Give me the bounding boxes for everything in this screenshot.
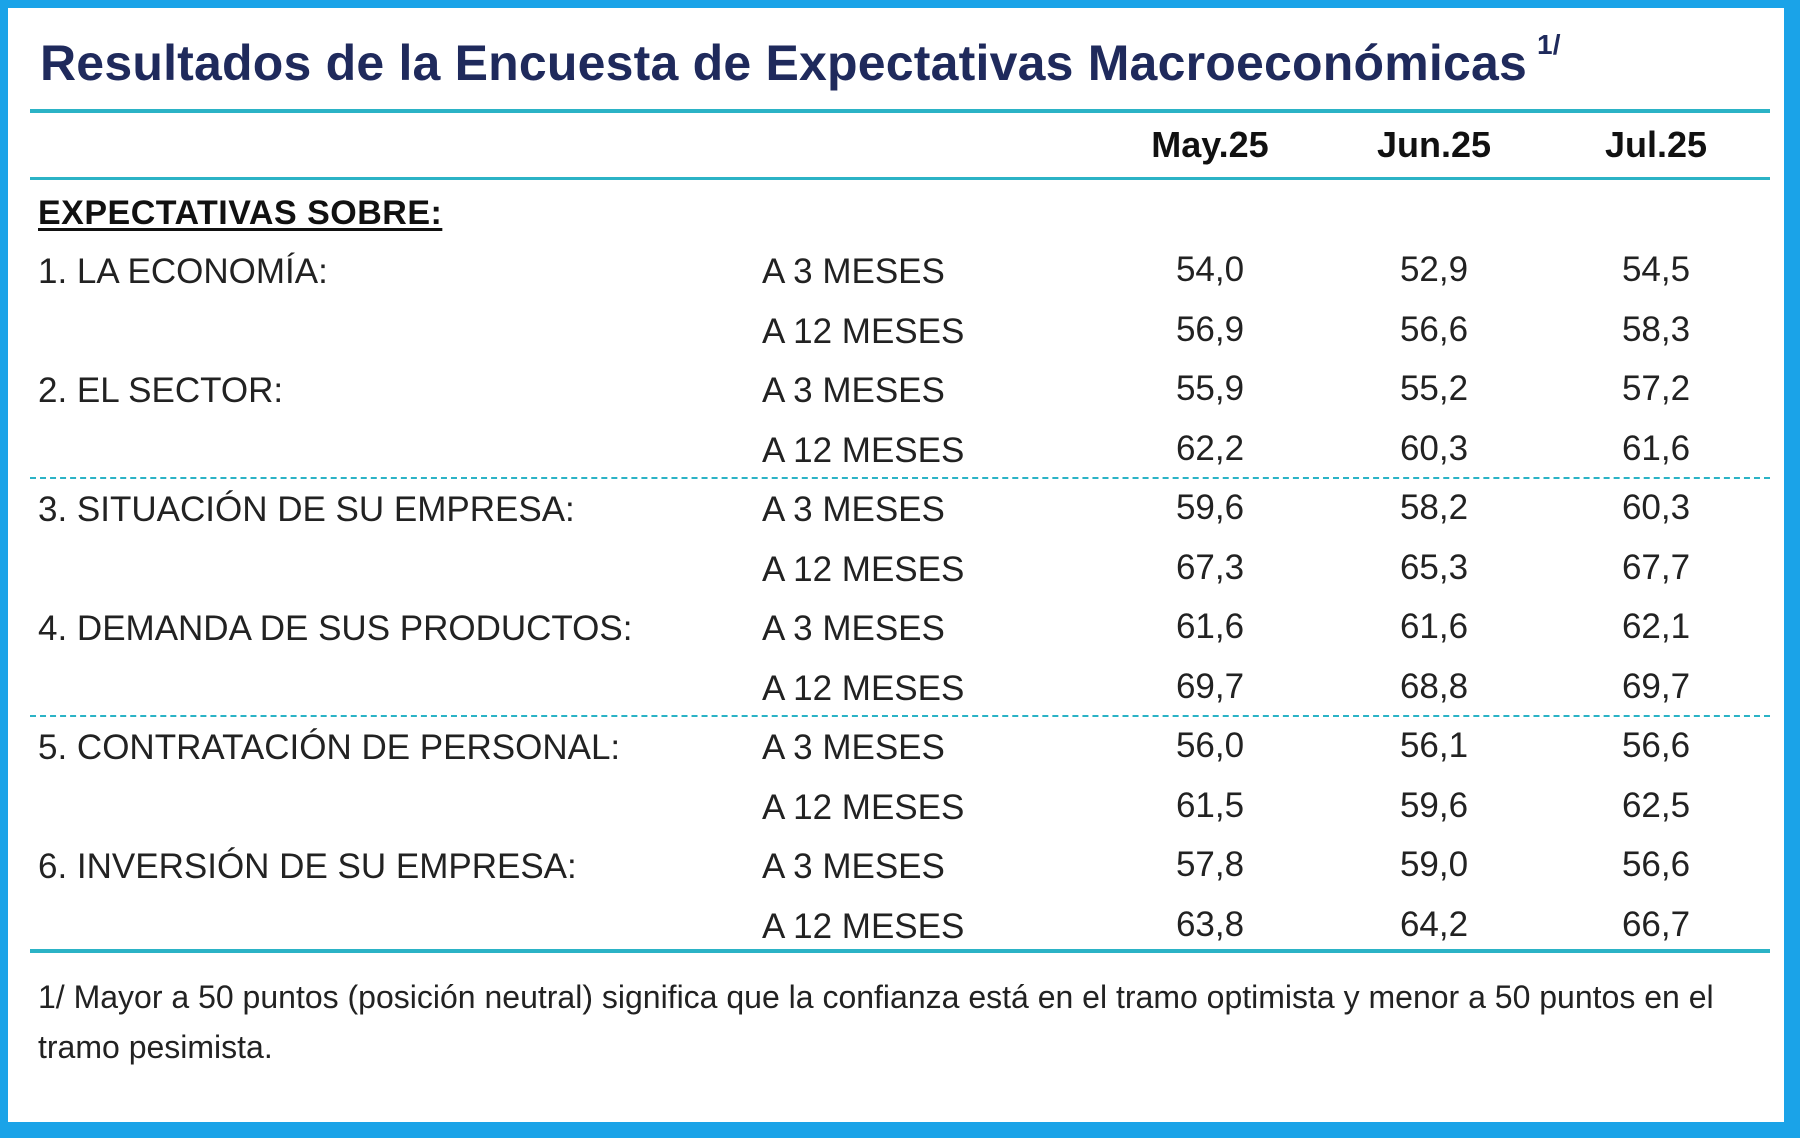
value-cell: 57,8 <box>1175 845 1245 884</box>
section-label: EXPECTATIVAS SOBRE: <box>38 194 443 232</box>
row-horizon: A 3 MESES <box>762 371 945 410</box>
row-horizon: A 12 MESES <box>762 550 965 589</box>
footnote: 1/ Mayor a 50 puntos (posición neutral) … <box>38 979 1714 1065</box>
title-footnote-marker: 1/ <box>1537 29 1561 61</box>
row-horizon: A 3 MESES <box>762 728 945 767</box>
value-cell: 59,0 <box>1399 845 1469 884</box>
value-cell: 54,0 <box>1175 250 1245 289</box>
value-cell: 55,2 <box>1399 369 1469 408</box>
row-horizon: A 3 MESES <box>762 252 945 291</box>
value-cell: 63,8 <box>1175 905 1245 944</box>
value-cell: 54,5 <box>1621 250 1691 289</box>
value-cell: 64,2 <box>1399 905 1469 944</box>
value-cell: 56,1 <box>1399 726 1469 765</box>
value-cell: 56,9 <box>1175 310 1245 349</box>
value-cell: 61,5 <box>1175 786 1245 825</box>
value-cell: 52,9 <box>1399 250 1469 289</box>
table-frame: Resultados de la Encuesta de Expectativa… <box>8 8 1784 1122</box>
top-rule <box>30 109 1770 113</box>
value-cell: 57,2 <box>1621 369 1691 408</box>
column-header-jun: Jun.25 <box>1376 124 1492 165</box>
value-cell: 58,3 <box>1621 310 1691 349</box>
row-horizon: A 12 MESES <box>762 907 965 946</box>
row-category: 5. CONTRATACIÓN DE PERSONAL: <box>38 728 621 767</box>
value-cell: 62,2 <box>1175 429 1245 468</box>
group-divider-2 <box>30 715 1770 717</box>
value-cell: 56,6 <box>1399 310 1469 349</box>
value-cell: 60,3 <box>1621 488 1691 527</box>
value-cell: 61,6 <box>1175 607 1245 646</box>
value-cell: 60,3 <box>1399 429 1469 468</box>
row-horizon: A 3 MESES <box>762 490 945 529</box>
column-header-may: May.25 <box>1151 124 1269 165</box>
value-cell: 62,1 <box>1621 607 1691 646</box>
value-cell: 69,7 <box>1621 667 1691 706</box>
value-cell: 62,5 <box>1621 786 1691 825</box>
value-cell: 61,6 <box>1621 429 1691 468</box>
value-cell: 68,8 <box>1399 667 1469 706</box>
column-header-jul: Jul.25 <box>1604 124 1708 165</box>
value-cell: 66,7 <box>1621 905 1691 944</box>
title-text: Resultados de la Encuesta de Expectativa… <box>40 35 1527 91</box>
value-cell: 67,7 <box>1621 548 1691 587</box>
row-category: 2. EL SECTOR: <box>38 371 284 410</box>
row-horizon: A 12 MESES <box>762 431 965 470</box>
value-cell: 58,2 <box>1399 488 1469 527</box>
value-cell: 69,7 <box>1175 667 1245 706</box>
value-cell: 65,3 <box>1399 548 1469 587</box>
value-cell: 55,9 <box>1175 369 1245 408</box>
value-cell: 61,6 <box>1399 607 1469 646</box>
row-horizon: A 12 MESES <box>762 669 965 708</box>
page-title: Resultados de la Encuesta de Expectativa… <box>40 29 1561 92</box>
value-cell: 56,6 <box>1621 845 1691 884</box>
row-horizon: A 3 MESES <box>762 609 945 648</box>
header-rule <box>30 177 1770 180</box>
value-cell: 56,6 <box>1621 726 1691 765</box>
row-horizon: A 12 MESES <box>762 312 965 351</box>
row-category: 6. INVERSIÓN DE SU EMPRESA: <box>38 847 577 886</box>
group-divider-1 <box>30 477 1770 479</box>
bottom-rule <box>30 949 1770 953</box>
value-cell: 67,3 <box>1175 548 1245 587</box>
row-horizon: A 3 MESES <box>762 847 945 886</box>
row-category: 4. DEMANDA DE SUS PRODUCTOS: <box>38 609 633 648</box>
row-category: 1. LA ECONOMÍA: <box>38 252 328 291</box>
value-cell: 59,6 <box>1399 786 1469 825</box>
value-cell: 59,6 <box>1175 488 1245 527</box>
value-cell: 56,0 <box>1175 726 1245 765</box>
row-horizon: A 12 MESES <box>762 788 965 827</box>
row-category: 3. SITUACIÓN DE SU EMPRESA: <box>38 490 575 529</box>
